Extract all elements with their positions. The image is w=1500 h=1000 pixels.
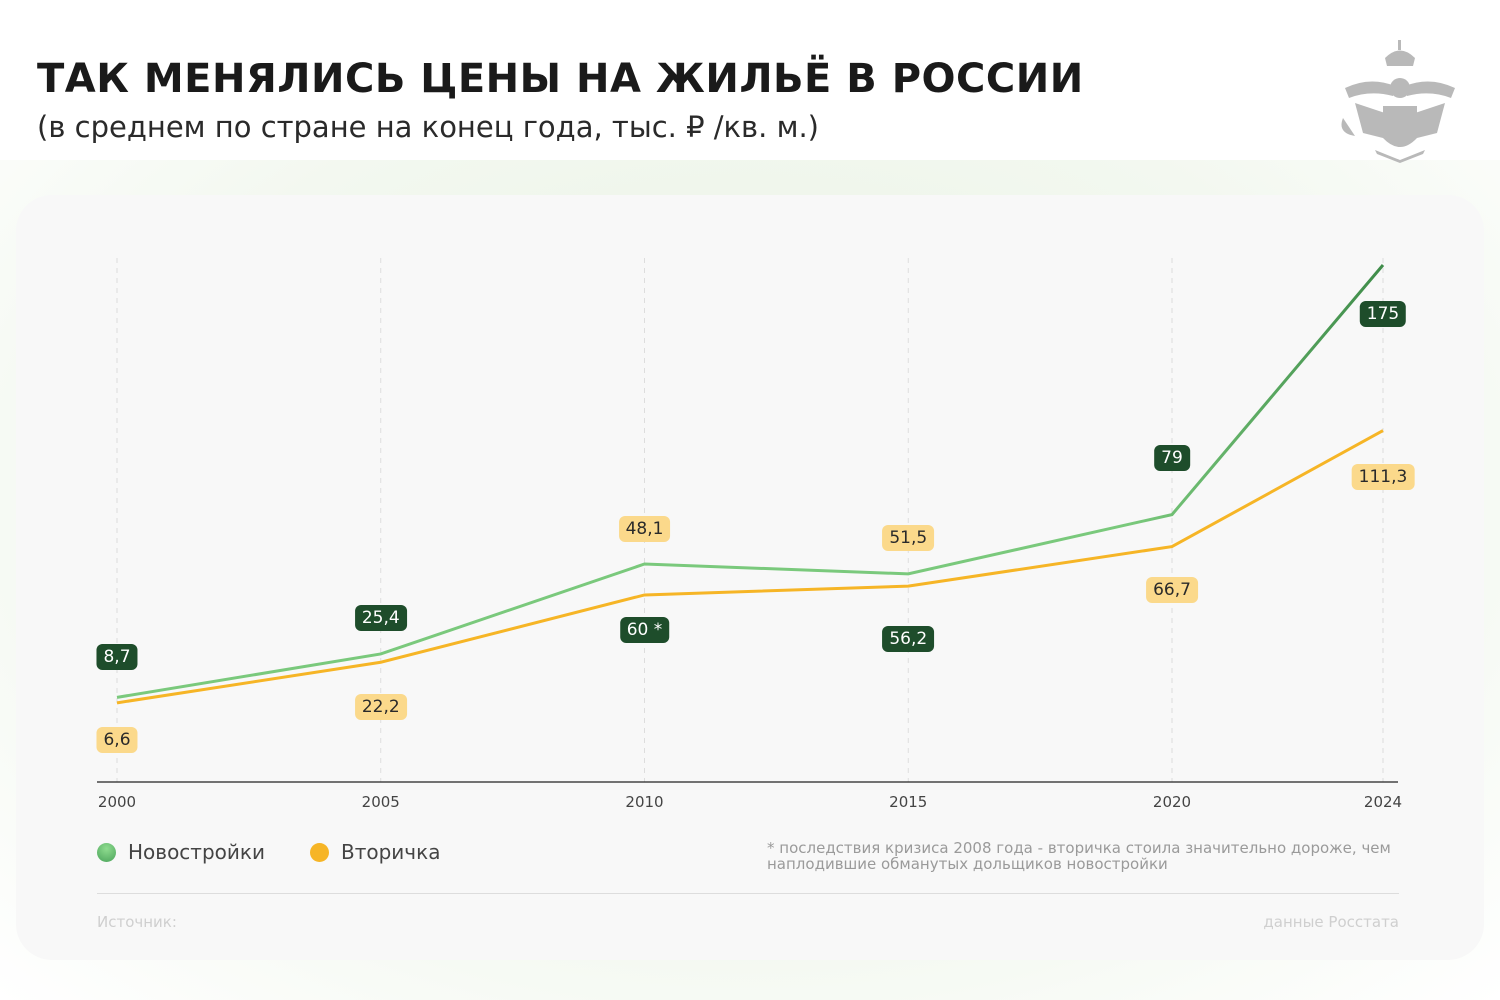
series-line-secondary [116, 429, 1384, 705]
data-label: 111,3 [1351, 464, 1415, 490]
legend-item-new: Новостройки [97, 840, 265, 864]
x-tick-label: 2010 [625, 793, 664, 811]
divider [97, 893, 1399, 894]
legend-item-secondary: Вторичка [310, 840, 440, 864]
data-label: 8,7 [96, 644, 138, 670]
legend-dot-orange-icon [310, 842, 329, 862]
series-line-new [116, 264, 1385, 699]
footnote: * последствия кризиса 2008 года - вторич… [767, 839, 1391, 873]
chart-card [16, 195, 1484, 960]
data-label: 48,1 [618, 516, 671, 542]
data-label: 22,2 [354, 694, 407, 720]
page-title: ТАК МЕНЯЛИСЬ ЦЕНЫ НА ЖИЛЬЁ В РОССИИ [37, 56, 1084, 102]
x-tick-label: 2020 [1152, 793, 1192, 811]
data-label: 175 [1359, 301, 1407, 327]
legend-label: Вторичка [341, 840, 441, 864]
data-label: 60 * [619, 617, 670, 643]
x-tick-label: 2015 [889, 793, 928, 811]
data-label: 25,4 [354, 605, 407, 631]
page-subtitle: (в среднем по стране на конец года, тыс.… [37, 110, 819, 144]
source-label: Источник: [97, 913, 177, 931]
data-label: 66,7 [1146, 577, 1198, 603]
coat-of-arms-logo [1341, 40, 1455, 163]
data-label: 79 [1154, 445, 1190, 471]
legend-label: Новостройки [128, 840, 265, 864]
data-label: 56,2 [882, 626, 935, 652]
x-tick-label: 2000 [97, 793, 137, 811]
data-label: 51,5 [882, 525, 935, 551]
x-tick-label: 2024 [1363, 793, 1403, 811]
data-label: 6,6 [96, 727, 138, 753]
x-tick-label: 2005 [361, 793, 400, 811]
source-value: данные Росстата [1263, 913, 1399, 931]
legend-dot-green-icon [97, 842, 116, 862]
